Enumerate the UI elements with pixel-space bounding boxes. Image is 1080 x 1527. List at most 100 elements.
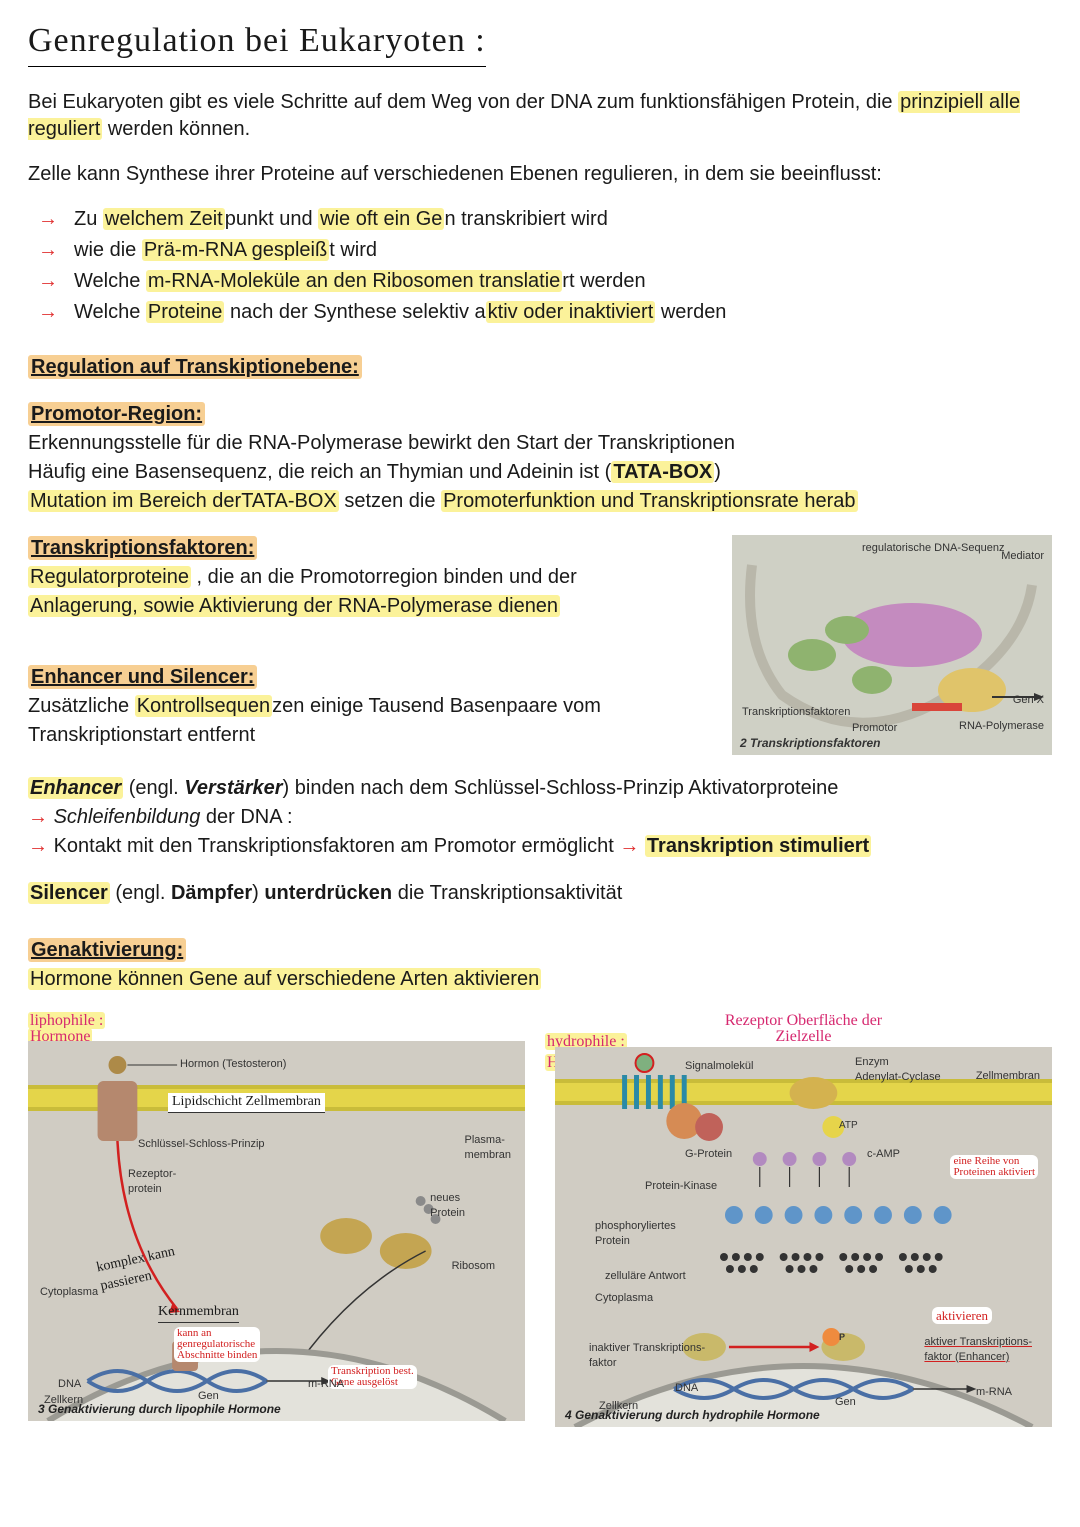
page-title: Genregulation bei Eukaryoten :: [28, 18, 486, 67]
tf-diagram-label-mediator: Mediator: [1001, 549, 1044, 564]
tf-diagram-label-tf: Transkriptionsfaktoren: [742, 705, 850, 720]
bullet-2: wie die Prä-m-RNA gespleißt wird: [74, 237, 1052, 264]
promotor-l3-hl2: Promoterfunktion und Transkriptionsrate …: [441, 490, 857, 512]
fr-gen: Gen: [835, 1395, 856, 1410]
tf-diagram-label-reg-seq: regulatorische DNA-Sequenz: [862, 541, 1004, 556]
promotor-l2-pre: Häufig eine Basensequenz, die reich an T…: [28, 461, 611, 483]
fl-neues-protein: neues Protein: [430, 1191, 465, 1221]
promotor-l3-mid: setzen die: [339, 490, 441, 512]
fr-camp: c-AMP: [867, 1147, 900, 1162]
fl-rezeptor: Rezeptor- protein: [128, 1167, 176, 1197]
fr-aktivieren: aktivieren: [932, 1307, 992, 1325]
b4-hl2: ktiv oder inaktiviert: [486, 301, 656, 323]
tf-diagram-caption: Transkriptionsfaktoren: [750, 736, 880, 750]
enhancer-line-1: Enhancer (engl. Verstärker) binden nach …: [28, 775, 1052, 802]
sil-trans: (engl.: [110, 882, 171, 904]
silencer-line-1: Silencer (engl. Dämpfer) unterdrücken di…: [28, 880, 1052, 907]
enhancer-line-2: → Schleifenbildung der DNA :: [28, 804, 1052, 831]
fl-cytoplasma: Cytoplasma: [40, 1285, 98, 1300]
fig-left-title-a: liphophile :: [28, 1012, 105, 1029]
tf-diagram-label-rnap: RNA-Polymerase: [959, 719, 1044, 734]
enh-schleifenbildung: Schleifenbildung: [54, 806, 201, 828]
fr-caption-num: 4: [565, 1408, 572, 1422]
enhancer-line-3: → Kontakt mit den Transkriptionsfaktoren…: [28, 833, 1052, 860]
fr-inaktiv-tf: inaktiver Transkriptions- faktor: [589, 1341, 705, 1371]
tf-line-1: Regulatorproteine , die an die Promotorr…: [28, 564, 712, 591]
diagram-transcription-factors: regulatorische DNA-Sequenz Mediator Tran…: [732, 535, 1052, 755]
intro-paragraph-2: Zelle kann Synthese ihrer Proteine auf v…: [28, 161, 1052, 188]
enh-l1-trans: (engl.: [123, 777, 184, 799]
bullet-1: Zu welchem Zeitpunkt und wie oft ein Gen…: [74, 206, 1052, 233]
fl-lipid-hand: Lipidschicht Zellmembran: [168, 1093, 325, 1113]
sil-unterdruecken: unterdrücken: [264, 882, 392, 904]
tf-diagram-label-promotor: Promotor: [852, 721, 897, 736]
fr-protein-kinase: Protein-Kinase: [645, 1179, 717, 1194]
tf-diagram-caption-num: 2: [740, 736, 747, 750]
enh-sil-l1-post: zen einige Tausend Basenpaare vom: [272, 695, 601, 717]
promotor-line-1: Erkennungsstelle für die RNA-Polymerase …: [28, 430, 1052, 457]
sil-post: die Transkriptionsaktivität: [392, 882, 622, 904]
bullet-3: Welche m-RNA-Moleküle an den Ribosomen t…: [74, 268, 1052, 295]
promotor-line-2: Häufig eine Basensequenz, die reich an T…: [28, 459, 1052, 486]
sil-word: Silencer: [28, 882, 110, 904]
b4-pre: Welche: [74, 301, 146, 323]
tf-line-2: Anlagerung, sowie Aktivierung der RNA-Po…: [28, 593, 712, 620]
tf-l1-post: , die an die Promotorregion binden und d…: [191, 566, 577, 588]
b2-pre: wie die: [74, 239, 142, 261]
regulation-bullet-list: Zu welchem Zeitpunkt und wie oft ein Gen…: [28, 206, 1052, 326]
fr-dna: DNA: [675, 1381, 698, 1396]
heading-transcription-level: Regulation auf Transkiptionebene:: [28, 355, 362, 379]
fr-antwort: zelluläre Antwort: [605, 1269, 686, 1284]
b4-hl1: Proteine: [146, 301, 225, 323]
genakt-line-1: Hormone können Gene auf verschiedene Art…: [28, 966, 1052, 993]
enh-transkription-stimuliert: Transkription stimuliert: [645, 835, 871, 857]
enh-sil-l1-hl: Kontrollsequen: [135, 695, 272, 717]
fl-sss: Schlüssel-Schloss-Prinzip: [138, 1137, 265, 1152]
fr-mrna: m-RNA: [976, 1385, 1012, 1400]
heading-genaktivierung: Genaktivierung:: [28, 938, 186, 962]
sil-daempfer: Dämpfer: [171, 882, 252, 904]
enh-l1-post: ) binden nach dem Schlüssel-Schloss-Prin…: [283, 777, 839, 799]
fl-caption-num: 3: [38, 1402, 45, 1416]
genakt-l1-hl: Hormone können Gene auf verschiedene Art…: [28, 968, 541, 990]
fr-atp: ATP: [839, 1119, 858, 1133]
enh-sil-l1-pre: Zusätzliche: [28, 695, 135, 717]
sil-mid: ): [252, 882, 264, 904]
fl-plasma: Plasma- membran: [465, 1133, 511, 1163]
fr-aktiv-tf: aktiver Transkriptions- faktor (Enhancer…: [924, 1335, 1032, 1365]
fig-right-hand-top: Rezeptor Oberfläche der Zielzelle: [555, 1013, 1052, 1045]
fl-red-note-1: kann an genregulatorische Abschnitte bin…: [174, 1327, 260, 1362]
tf-l2-hl: Anlagerung, sowie Aktivierung der RNA-Po…: [28, 595, 560, 617]
fl-mrna: m-RNA: [308, 1377, 344, 1392]
promotor-l3-hl1: Mutation im Bereich derTATA-BOX: [28, 490, 339, 512]
b3-post: rt werden: [562, 270, 645, 292]
fl-hormone-label: Hormon (Testosteron): [180, 1057, 286, 1072]
heading-promotor: Promotor-Region:: [28, 402, 205, 426]
enh-sil-line-1: Zusätzliche Kontrollsequenzen einige Tau…: [28, 693, 712, 720]
fr-gprotein: G-Protein: [685, 1147, 732, 1162]
bullet-4: Welche Proteine nach der Synthese selekt…: [74, 299, 1052, 326]
b1-mid: punkt und: [225, 208, 318, 230]
heading-enhancer-silencer: Enhancer und Silencer:: [28, 665, 257, 689]
tf-l1-hl: Regulatorproteine: [28, 566, 191, 588]
fr-red-note-1: eine Reihe von Proteinen aktiviert: [950, 1155, 1038, 1179]
intro1-pre: Bei Eukaryoten gibt es viele Schritte au…: [28, 91, 898, 113]
heading-transcription-factors: Transkriptionsfaktoren:: [28, 536, 257, 560]
b3-pre: Welche: [74, 270, 146, 292]
promotor-l2-post: ): [714, 461, 721, 483]
enh-l2-post: der DNA :: [200, 806, 292, 828]
fl-dna: DNA: [58, 1377, 81, 1392]
b1-hl1: welchem Zeit: [103, 208, 225, 230]
enh-word: Enhancer: [28, 777, 123, 799]
enh-l3-text: Kontakt mit den Transkriptionsfaktoren a…: [54, 835, 620, 857]
b2-post: t wird: [329, 239, 377, 261]
fr-phospho: phosphoryliertes Protein: [595, 1219, 676, 1249]
fr-signal: Signalmolekül: [685, 1059, 753, 1074]
fl-ribosom: Ribosom: [452, 1259, 495, 1274]
b1-pre: Zu: [74, 208, 103, 230]
fr-enzym: Enzym Adenylat-Cyclase: [855, 1055, 941, 1085]
b1-hl2: wie oft ein Ge: [318, 208, 444, 230]
fr-p-badge: P: [839, 1331, 845, 1343]
intro1-post: werden können.: [102, 118, 250, 140]
promotor-tata-box: TATA-BOX: [611, 461, 714, 483]
